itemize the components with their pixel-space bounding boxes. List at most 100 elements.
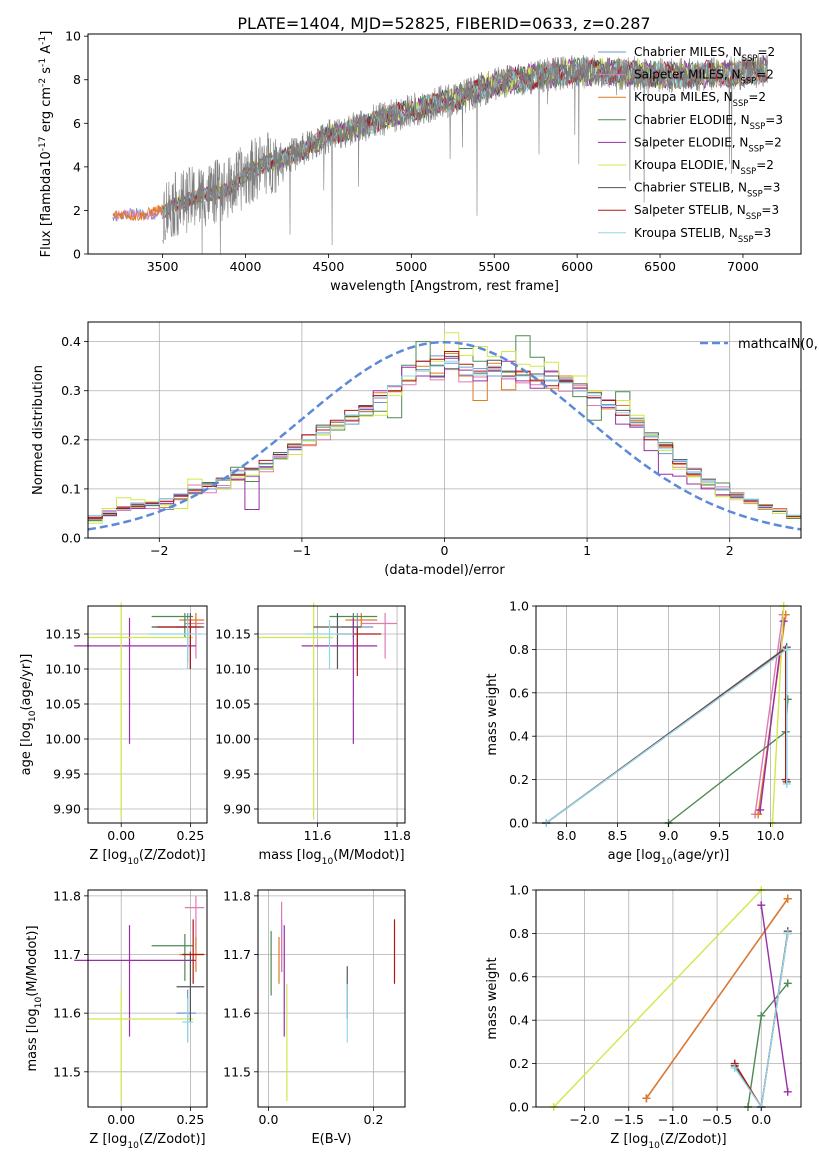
histogram-series <box>88 355 801 521</box>
plot-area <box>258 602 398 820</box>
y-tick-label: 11.8 <box>53 888 81 903</box>
x-tick-label: 6500 <box>644 259 676 274</box>
axes-frame <box>87 889 208 1108</box>
y-tick-label: 0.6 <box>509 969 529 984</box>
y-tick-label: 10.15 <box>215 627 251 642</box>
weight-marker <box>781 775 790 784</box>
y-tick-label: 4 <box>73 159 81 174</box>
weight-line <box>645 898 789 1099</box>
panel-age_vs_Z: 0.00 0.25 9.90 9.95 10.00 10.05 10.10 10.15 Z [l… <box>19 602 208 867</box>
weight-marker <box>783 979 792 988</box>
plot-area <box>74 895 205 1102</box>
y-tick-label: 10.10 <box>45 662 81 677</box>
y-tick-label: 0.4 <box>509 1013 529 1028</box>
y-tick-label: 11.6 <box>53 1006 81 1021</box>
weight-marker <box>782 645 791 654</box>
x-tick-label: 0 <box>441 543 449 558</box>
y-tick-label: 10.10 <box>215 662 251 677</box>
x-tick-label: −2.0 <box>569 1112 599 1127</box>
x-tick-label: 5000 <box>395 259 427 274</box>
y-tick-label: 11.7 <box>223 947 251 962</box>
x-axis-label: E(B-V) <box>311 1132 351 1147</box>
weight-marker <box>642 1094 651 1103</box>
legend: Chabrier MILES, NSSP=2 Salpeter MILES, NS… <box>598 45 783 244</box>
y-tick-label: 0.0 <box>509 816 529 831</box>
observed-spectrum-line <box>162 53 768 255</box>
data-point <box>301 617 378 744</box>
data-point <box>361 613 398 659</box>
data-point <box>313 613 362 669</box>
plot-area <box>74 602 205 820</box>
y-tick-label: 8 <box>73 72 81 87</box>
panel-mass_vs_Z: 0.00 0.25 11.5 11.6 11.7 11.8 Z [log10(Z/Zodot… <box>25 888 208 1151</box>
x-axis-label: age [log10(age/yr)] <box>608 848 730 867</box>
weight-line <box>553 889 762 1108</box>
x-axis-label: Z [log10(Z/Zodot)] <box>89 1132 205 1151</box>
y-tick-label: 0.4 <box>509 729 529 744</box>
x-tick-label: 9.0 <box>659 828 679 843</box>
x-tick-label: 11.6 <box>304 828 332 843</box>
panel-weight_vs_age: 8.0 8.5 9.0 9.5 10.0 0.0 0.2 0.4 0.6 0.8 1.0 age [l… <box>485 599 802 867</box>
legend-label: Kroupa ELODIE, NSSP=2 <box>634 158 774 176</box>
y-tick-label: 9.95 <box>53 767 81 782</box>
x-tick-label: 0.25 <box>176 828 204 843</box>
x-tick-label: 3500 <box>147 259 179 274</box>
y-tick-label: 1.0 <box>509 883 529 898</box>
x-tick-label: 4000 <box>230 259 262 274</box>
axes-frame <box>257 605 406 824</box>
y-axis-label: mass weight <box>485 957 500 1039</box>
x-tick-label: −1.0 <box>658 1112 688 1127</box>
legend-label: Kroupa STELIB, NSSP=3 <box>634 226 771 244</box>
y-tick-label: 0.2 <box>509 772 529 787</box>
legend-label: Chabrier ELODIE, NSSP=3 <box>634 113 783 131</box>
weight-marker <box>730 1063 739 1072</box>
gaussian-curve <box>87 340 802 531</box>
data-point <box>74 617 196 744</box>
x-tick-label: −2 <box>150 543 168 558</box>
panel-weight_vs_Z: −2.0 −1.5 −1.0 −0.5 0.0 0.0 0.2 0.4 0.6 0.8 1.0 Z [… <box>485 883 802 1151</box>
data-point <box>148 620 202 669</box>
data-point <box>258 602 334 820</box>
y-tick-label: 10.05 <box>45 697 81 712</box>
axes-frame <box>535 889 802 1108</box>
y-tick-label: 11.5 <box>53 1064 81 1079</box>
y-tick-label: 10.15 <box>45 627 81 642</box>
x-axis-label: wavelength [Angstrom, rest frame] <box>330 279 559 294</box>
legend-label: Chabrier STELIB, NSSP=3 <box>634 181 780 199</box>
plot-area <box>112 53 768 255</box>
x-tick-label: 0.0 <box>751 1112 771 1127</box>
legend-label: Chabrier MILES, NSSP=2 <box>634 45 775 63</box>
y-tick-label: 0.8 <box>509 642 529 657</box>
y-tick-label: 0.0 <box>509 1100 529 1115</box>
x-tick-label: −1 <box>293 543 311 558</box>
figure-title: PLATE=1404, MJD=52825, FIBERID=0633, z=0… <box>237 14 650 33</box>
y-tick-label: 11.7 <box>53 947 81 962</box>
y-tick-label: 6 <box>73 116 81 131</box>
weight-marker <box>757 1011 766 1020</box>
x-tick-label: 7000 <box>727 259 759 274</box>
weight-marker <box>757 901 766 910</box>
x-tick-label: 0.25 <box>176 1112 204 1127</box>
legend: mathcalN(0,1) <box>700 337 819 352</box>
y-tick-label: 9.90 <box>53 802 81 817</box>
x-tick-label: −1.5 <box>614 1112 644 1127</box>
weight-marker <box>783 894 792 903</box>
data-point <box>345 613 378 627</box>
panel-age_vs_mass: 11.6 11.8 9.90 9.95 10.00 10.05 10.10 10.15 mass… <box>215 602 411 867</box>
data-point <box>184 895 205 949</box>
legend-label: Kroupa MILES, NSSP=2 <box>634 90 766 108</box>
data-point <box>305 620 354 669</box>
weight-line <box>760 905 789 1092</box>
x-tick-label: 0.0 <box>259 1112 279 1127</box>
y-tick-label: 0.1 <box>61 481 81 496</box>
x-tick-label: 11.8 <box>383 828 411 843</box>
weight-marker <box>783 695 792 704</box>
histogram-series <box>88 351 801 518</box>
y-tick-label: 10.00 <box>45 732 81 747</box>
weight-marker <box>754 810 763 819</box>
y-tick-label: 0.0 <box>61 531 81 546</box>
x-tick-label: 2 <box>726 543 734 558</box>
y-axis-label: Normed distribution <box>31 365 46 495</box>
y-tick-label: 10 <box>65 29 81 44</box>
